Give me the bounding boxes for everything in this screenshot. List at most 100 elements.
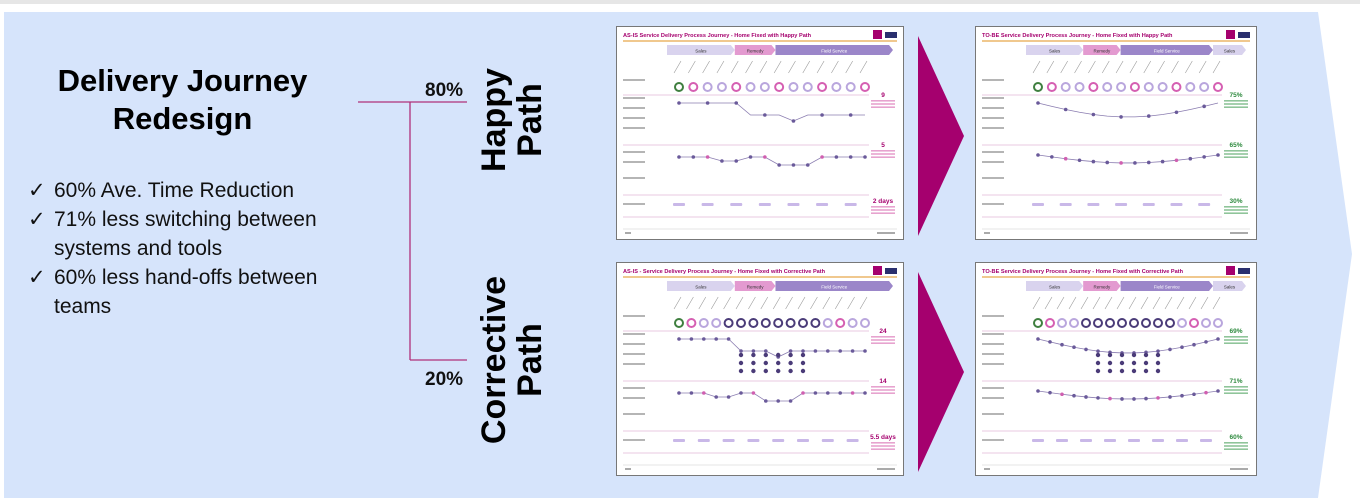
tobe-corrective-path-thumbnail[interactable]: TO-BE Service Delivery Process Journey -… — [975, 262, 1257, 476]
step-circle — [1033, 318, 1043, 328]
rework-node — [738, 360, 744, 366]
flow-node — [1216, 337, 1220, 341]
phase-label: Sales — [1049, 49, 1061, 54]
rework-node — [751, 352, 756, 358]
thumbnail-title: TO-BE Service Delivery Process Journey -… — [982, 33, 1173, 39]
asis-corrective-path-thumbnail[interactable]: AS-IS - Service Delivery Process Journey… — [616, 262, 904, 476]
step-circle — [798, 318, 808, 328]
column-header-mark — [1198, 60, 1207, 74]
step-circle — [845, 82, 856, 92]
column-header-mark — [1060, 60, 1068, 74]
corrective-path-label-line2: Path — [511, 323, 549, 397]
step-circle — [686, 318, 697, 328]
flow-node — [1146, 160, 1151, 165]
stat-caption-bar — [1224, 100, 1248, 102]
row-label-bar — [623, 151, 645, 153]
flow-node — [726, 395, 731, 399]
step-circle — [702, 82, 713, 92]
row-label-bar — [982, 333, 1004, 335]
row-label-bar — [623, 117, 645, 119]
step-circle — [1033, 82, 1043, 92]
column-header-mark — [1074, 60, 1082, 74]
flow-node — [764, 349, 768, 353]
rework-node — [1155, 368, 1161, 374]
column-header-mark — [748, 296, 756, 310]
column-header-mark — [773, 60, 782, 74]
step-circle — [1116, 82, 1127, 92]
row-label-bar — [982, 315, 1004, 317]
row-label-bar — [982, 177, 1004, 179]
row-label-bar — [982, 79, 1004, 81]
stat-caption-bar — [1224, 445, 1248, 447]
flow-node — [1192, 342, 1196, 347]
stat-caption-bar — [871, 392, 895, 394]
step-circle — [860, 318, 870, 328]
column-header-mark — [1143, 60, 1152, 74]
row-label-bar — [623, 161, 645, 163]
top-divider — [0, 0, 1360, 4]
column-header-mark — [831, 60, 839, 74]
column-header-mark — [1152, 296, 1161, 310]
stat-caption-bar — [1224, 392, 1248, 394]
time-segment — [1128, 439, 1140, 442]
row-label-bar — [623, 97, 645, 99]
logo-icon — [1226, 266, 1235, 275]
flow-node — [734, 159, 739, 163]
rework-node — [1107, 352, 1113, 358]
flow-node — [689, 337, 694, 341]
time-segment — [1176, 439, 1188, 442]
phase-chevron — [1213, 45, 1246, 55]
corrective-path-label: Corrective Path — [475, 260, 549, 460]
row-label-bar — [982, 387, 1004, 389]
step-circle — [1185, 82, 1196, 92]
stat-value: 71% — [1229, 378, 1242, 385]
flow-node — [1120, 397, 1124, 401]
step-circle — [759, 82, 770, 92]
asis-happy-path-thumbnail[interactable]: AS-IS Service Delivery Process Journey -… — [616, 26, 904, 240]
column-header-mark — [1157, 60, 1165, 74]
step-circle — [1157, 82, 1168, 92]
stat-value: 5 — [881, 142, 885, 149]
tobe-happy-path-thumbnail[interactable]: TO-BE Service Delivery Process Journey -… — [975, 26, 1257, 240]
time-segment — [816, 203, 829, 206]
flow-node — [805, 163, 810, 167]
row-label-bar — [982, 353, 1004, 355]
flow-node — [826, 349, 830, 353]
flow-node — [1188, 156, 1193, 161]
title-line-1: Delivery Journey — [57, 63, 308, 98]
phase-label: Remedy — [747, 49, 765, 54]
flow-node — [1036, 337, 1040, 341]
flow-node — [813, 391, 818, 395]
stat-caption-bar — [871, 106, 895, 108]
step-circle — [1171, 82, 1182, 92]
step-circle — [1143, 82, 1154, 92]
rework-node — [800, 360, 806, 366]
step-circle — [1069, 318, 1079, 328]
footer-mark — [625, 232, 631, 234]
phase-chevron — [1120, 281, 1213, 291]
column-header-mark — [859, 296, 868, 310]
flow-node — [848, 113, 853, 117]
time-segment — [821, 439, 834, 442]
phase-chevron — [667, 281, 735, 291]
flow-node — [1119, 161, 1123, 165]
flow-node — [1133, 161, 1137, 165]
time-segment — [1115, 203, 1128, 206]
flow-node — [1156, 396, 1160, 400]
step-circle — [674, 318, 684, 328]
phase-chevron — [667, 45, 735, 55]
row-label-bar — [623, 315, 645, 317]
row-label-bar — [623, 439, 645, 441]
rework-node — [1095, 352, 1101, 358]
rework-node — [1119, 360, 1125, 366]
phase-label: Remedy — [1094, 49, 1112, 54]
column-header-mark — [1200, 296, 1209, 310]
flow-node — [826, 391, 830, 395]
stat-caption-bar — [1224, 206, 1248, 208]
row-label-bar — [982, 397, 1004, 399]
step-circle — [847, 318, 858, 328]
stat-value: 30% — [1229, 198, 1242, 205]
rework-node — [763, 368, 768, 374]
time-segment — [1087, 203, 1100, 206]
stat-value: 24 — [879, 328, 887, 335]
